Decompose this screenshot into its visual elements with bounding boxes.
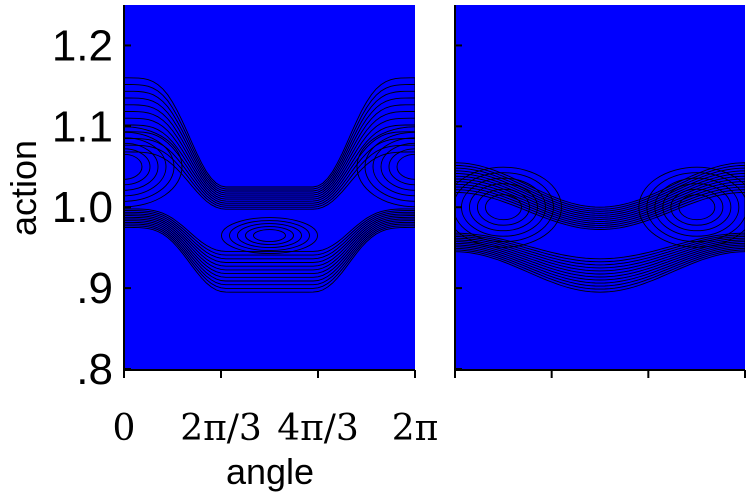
left-peak-band	[221, 217, 318, 254]
right-island-band	[455, 166, 562, 248]
x-tick-label: 4π/3	[277, 408, 359, 449]
left-contour-band	[124, 97, 415, 282]
right-island-band	[485, 194, 522, 221]
right-island-band	[678, 194, 716, 221]
left-panel	[124, 5, 415, 369]
left-axes	[123, 5, 416, 378]
right-island-band	[477, 188, 530, 226]
left-island-band	[372, 137, 415, 197]
right-island-band	[638, 166, 745, 248]
y-tick-label: 1.0	[52, 183, 113, 232]
left-contour-band	[124, 117, 415, 271]
left-contour-band	[124, 77, 415, 293]
left-island-band	[364, 131, 415, 202]
right-island-band	[662, 183, 732, 232]
x-tick-label: 0	[113, 408, 136, 449]
left-island-band	[388, 148, 415, 186]
left-peak-band	[253, 229, 286, 242]
left-island-band	[124, 148, 151, 186]
left-island-band	[380, 142, 415, 191]
y-axis-title: action	[3, 140, 44, 236]
left-peak-band	[229, 220, 310, 251]
left-contour-band	[124, 138, 415, 260]
right-contour-bands	[455, 162, 745, 293]
right-contour-band	[455, 191, 745, 260]
left-island-band	[356, 126, 415, 208]
right-island-band	[469, 183, 538, 232]
left-contour-band	[124, 131, 415, 263]
left-contour-band	[124, 124, 415, 267]
x-tick-label: 2π	[392, 408, 439, 449]
left-island-band	[124, 153, 143, 180]
left-contour-band	[124, 144, 415, 256]
left-island-band	[124, 137, 167, 197]
right-panel	[455, 5, 745, 369]
right-contour-band	[455, 162, 745, 293]
left-contour-band	[124, 104, 415, 278]
right-island-band	[646, 172, 745, 243]
right-contour-band	[455, 167, 745, 287]
left-peak-band	[245, 226, 294, 245]
right-panel-background	[455, 5, 745, 369]
y-tick-label: 1.1	[52, 102, 113, 151]
x-tick-label: 2π/3	[180, 408, 262, 449]
right-island-band	[670, 188, 724, 226]
y-tick-label: 1.2	[52, 21, 113, 70]
x-axis-title: angle	[226, 451, 314, 492]
left-island-band	[124, 126, 183, 208]
y-tick-label: .8	[76, 345, 113, 394]
left-contour-band	[124, 151, 415, 252]
right-island-band	[455, 172, 554, 243]
right-contour-band	[455, 164, 745, 290]
left-peak-band	[237, 223, 302, 248]
right-contour-band	[455, 189, 745, 263]
left-contour-bands	[124, 77, 415, 293]
left-contour-band	[124, 84, 415, 289]
right-axes	[454, 5, 746, 378]
left-contour-band	[124, 111, 415, 275]
left-island-band	[396, 153, 415, 180]
left-island-band	[124, 131, 175, 202]
left-contour-band	[124, 90, 415, 286]
y-tick-label: .9	[76, 264, 113, 313]
right-contour-band	[455, 186, 745, 266]
right-contour-band	[455, 183, 745, 269]
right-island-band	[654, 177, 740, 237]
left-island-band	[124, 142, 159, 191]
